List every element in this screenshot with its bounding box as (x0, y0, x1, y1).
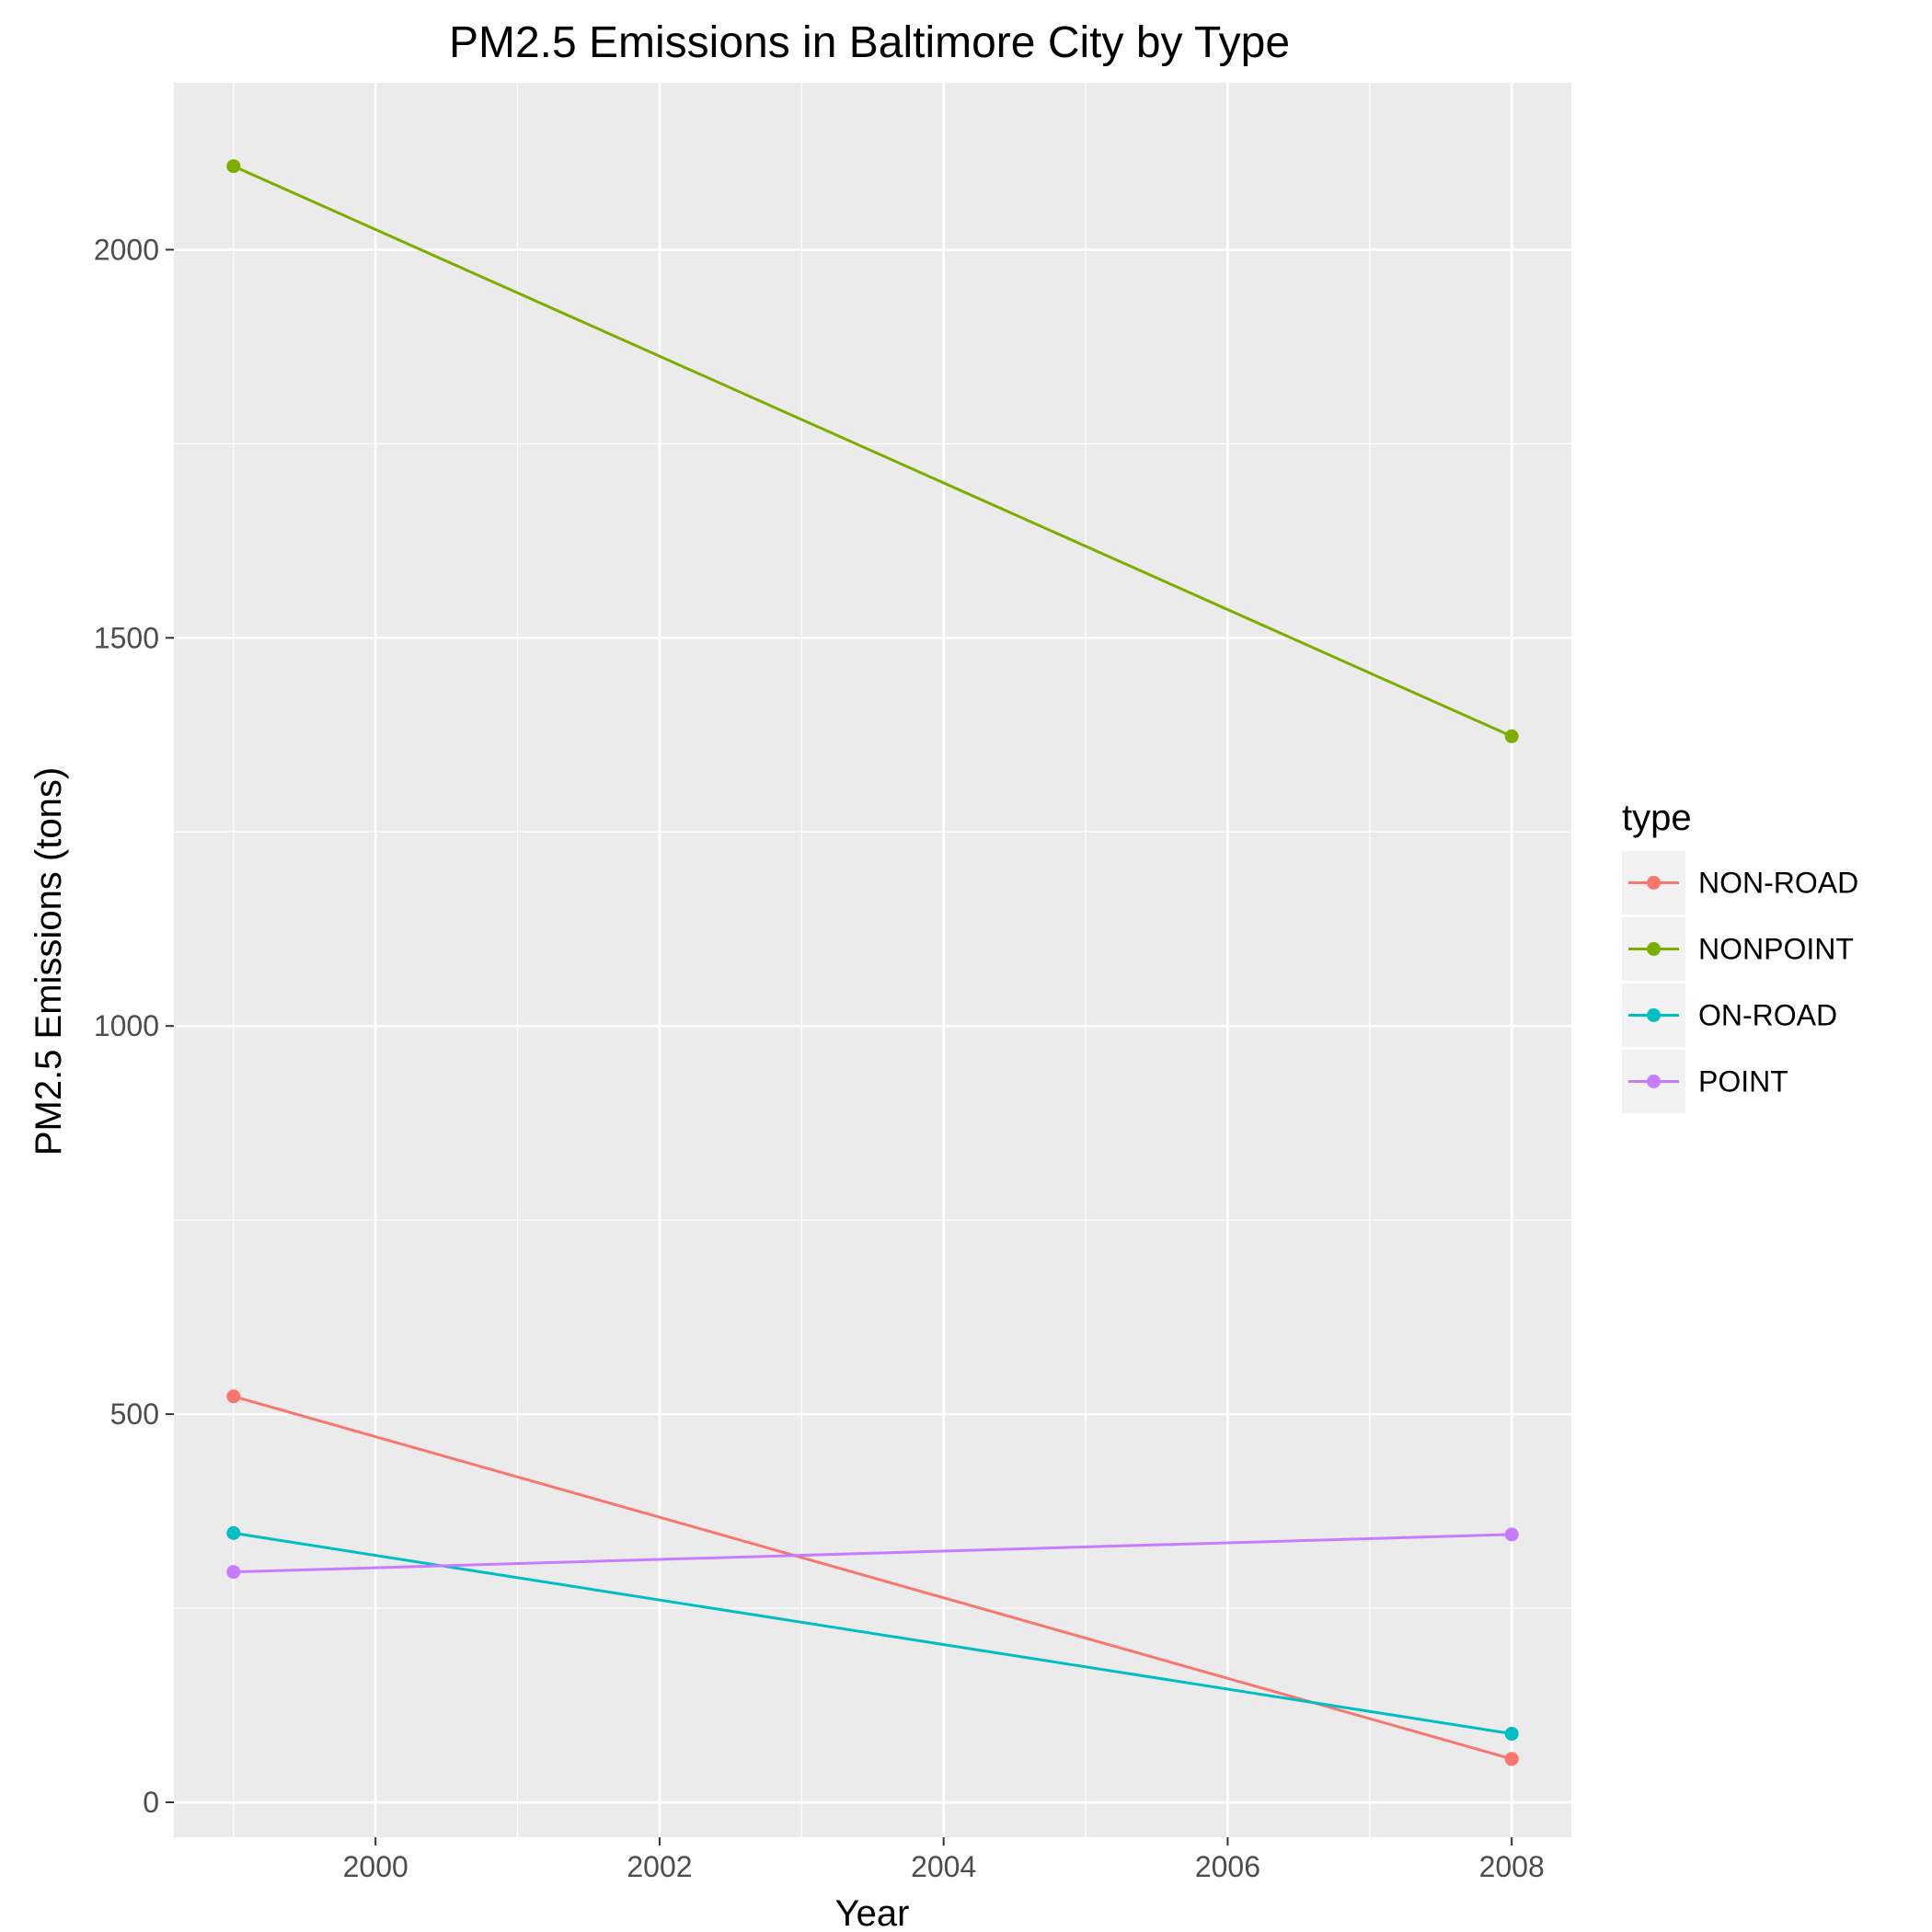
y-axis-ticks: 0 500 1000 1500 2000 (94, 233, 174, 1819)
chart-title: PM2.5 Emissions in Baltimore City by Typ… (449, 18, 1290, 67)
legend-label-nonpoint: NONPOINT (1698, 933, 1854, 966)
y-tick-label: 2000 (94, 233, 159, 266)
x-tick-label: 2000 (343, 1850, 408, 1883)
legend-key-point-nonpoint (1647, 942, 1661, 956)
data-point-non-road (1504, 1752, 1519, 1766)
y-axis-title: PM2.5 Emissions (tons) (29, 767, 69, 1156)
plot-panel (174, 83, 1571, 1837)
y-tick-label: 1000 (94, 1009, 159, 1042)
x-tick-label: 2006 (1195, 1850, 1260, 1883)
series-line-nonpoint (233, 165, 1512, 738)
y-tick-label: 500 (110, 1397, 159, 1431)
series-lines (233, 165, 1512, 1761)
series-line-non-road (233, 1395, 1512, 1761)
x-tick-label: 2002 (627, 1850, 692, 1883)
y-tick-label: 0 (143, 1786, 159, 1819)
data-point-on-road (226, 1525, 241, 1540)
x-tick-label: 2004 (911, 1850, 976, 1883)
x-axis-title: Year (835, 1893, 910, 1932)
legend-key-point-on-road (1647, 1008, 1661, 1022)
y-tick-label: 1500 (94, 621, 159, 654)
grid-major (174, 83, 1571, 1837)
legend-key-point-point (1647, 1075, 1661, 1088)
x-axis-ticks: 2000 2002 2004 2006 2008 (343, 1837, 1545, 1883)
x-tick-label: 2008 (1479, 1850, 1545, 1883)
data-point-on-road (1504, 1727, 1519, 1742)
legend-label-point: POINT (1698, 1065, 1788, 1098)
data-point-point (1504, 1527, 1519, 1542)
grid-minor (174, 83, 1571, 1837)
legend-label-on-road: ON-ROAD (1698, 999, 1837, 1032)
legend: type NON-ROAD NONPOINT ON-ROAD POINT (1622, 798, 1858, 1113)
data-point-point (226, 1565, 241, 1580)
legend-title: type (1622, 798, 1692, 838)
series-line-point (233, 1533, 1512, 1574)
series-points (226, 159, 1519, 1766)
data-point-non-road (226, 1389, 241, 1404)
legend-label-non-road: NON-ROAD (1698, 867, 1858, 900)
data-point-nonpoint (226, 159, 241, 174)
data-point-nonpoint (1504, 729, 1519, 743)
legend-key-point-non-road (1647, 876, 1661, 890)
